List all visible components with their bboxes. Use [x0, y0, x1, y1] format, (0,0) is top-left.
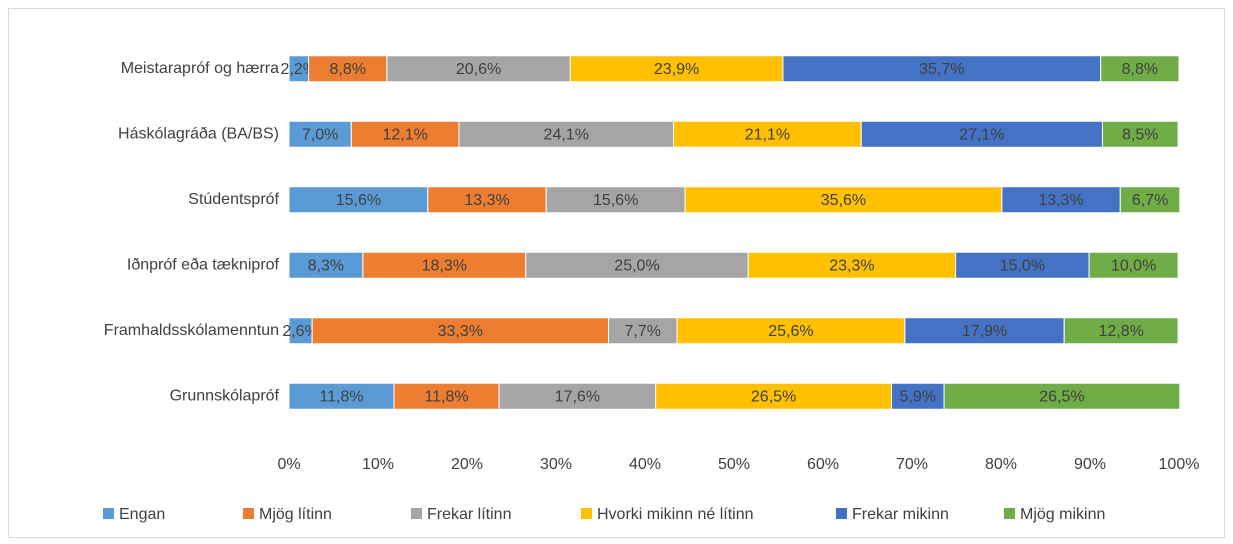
y-tick-label: Iðnpróf eða tækniprof — [127, 256, 280, 273]
data-label: 27,1% — [959, 126, 1004, 143]
data-label: 15,6% — [593, 192, 638, 209]
legend-swatch — [581, 508, 592, 519]
bar-segment — [955, 251, 1090, 279]
data-label: 5,9% — [900, 388, 936, 405]
data-label: 20,6% — [456, 61, 501, 78]
bar-segment — [288, 251, 364, 279]
bar-segment — [782, 55, 1102, 83]
bar-segment — [684, 186, 1003, 214]
data-label: 13,3% — [1038, 192, 1083, 209]
legend-swatch — [243, 508, 254, 519]
bar-segment — [311, 317, 610, 345]
bar-segment — [393, 382, 500, 410]
data-label: 26,5% — [751, 388, 796, 405]
legend-label: Engan — [119, 506, 165, 523]
bar-segment — [427, 186, 547, 214]
data-label: 7,0% — [302, 126, 338, 143]
bar-segment — [943, 382, 1181, 410]
bar-segment — [860, 120, 1103, 148]
x-tick-label: 70% — [896, 456, 928, 473]
data-label: 21,1% — [745, 126, 790, 143]
data-label: 8,3% — [308, 257, 344, 274]
y-tick-label: Meistarapróf og hærra — [121, 60, 279, 77]
legend-label: Mjög lítinn — [259, 506, 332, 523]
legend-swatch — [103, 508, 114, 519]
bar-segment — [676, 317, 906, 345]
x-tick-label: 50% — [718, 456, 750, 473]
data-label: 7,7% — [625, 323, 661, 340]
data-label: 11,8% — [424, 388, 468, 405]
data-label: 2,2% — [281, 61, 317, 78]
data-label: 26,5% — [1039, 388, 1084, 405]
x-tick-label: 0% — [277, 456, 300, 473]
legend-label: Hvorki mikinn né lítinn — [597, 506, 754, 523]
data-label: 17,9% — [962, 323, 1007, 340]
bar-segment — [386, 55, 571, 83]
legend-label: Frekar lítinn — [427, 506, 511, 523]
data-label: 8,8% — [330, 61, 366, 78]
data-label: 2,6% — [282, 323, 318, 340]
legend-swatch — [836, 508, 847, 519]
y-tick-label: Framhaldsskólamenntun — [104, 322, 279, 339]
x-tick-label: 10% — [362, 456, 394, 473]
bar-segment — [1001, 186, 1121, 214]
bar-segment — [1088, 251, 1179, 279]
data-label: 15,6% — [336, 192, 381, 209]
bar-segment — [362, 251, 527, 279]
x-tick-label: 90% — [1074, 456, 1106, 473]
data-label: 17,6% — [555, 388, 600, 405]
data-label: 35,6% — [821, 192, 866, 209]
legend-swatch — [1004, 508, 1015, 519]
y-tick-label: Stúdentspróf — [188, 191, 279, 208]
data-label: 23,9% — [654, 61, 699, 78]
data-label: 18,3% — [422, 257, 467, 274]
bar-segment — [655, 382, 893, 410]
bar-segment — [458, 120, 674, 148]
data-label: 8,5% — [1122, 126, 1158, 143]
y-tick-label: Grunnskólapróf — [170, 387, 280, 404]
data-label: 10,0% — [1111, 257, 1156, 274]
data-label: 25,6% — [768, 323, 813, 340]
bar-segment — [288, 120, 352, 148]
data-label: 33,3% — [438, 323, 483, 340]
bar-segment — [569, 55, 784, 83]
x-tick-label: 100% — [1159, 456, 1200, 473]
y-tick-label: Háskólagráða (BA/BS) — [118, 125, 279, 142]
data-label: 35,7% — [919, 61, 964, 78]
data-label: 12,1% — [382, 126, 427, 143]
data-label: 13,3% — [464, 192, 509, 209]
bar-segment — [1063, 317, 1179, 345]
data-label: 8,8% — [1122, 61, 1158, 78]
bar-segment — [747, 251, 957, 279]
data-label: 12,8% — [1098, 323, 1143, 340]
x-tick-label: 80% — [985, 456, 1017, 473]
legend-label: Frekar mikinn — [852, 506, 949, 523]
data-label: 15,0% — [1000, 257, 1045, 274]
data-label: 25,0% — [614, 257, 659, 274]
data-label: 24,1% — [544, 126, 589, 143]
data-label: 11,8% — [319, 388, 363, 405]
bar-segment — [1100, 55, 1180, 83]
x-tick-label: 30% — [540, 456, 572, 473]
bar-segment — [608, 317, 678, 345]
bar-segment — [672, 120, 862, 148]
bar-segment — [891, 382, 945, 410]
data-label: 6,7% — [1132, 192, 1168, 209]
legend-label: Mjög mikinn — [1020, 506, 1105, 523]
data-label: 23,3% — [829, 257, 874, 274]
x-tick-label: 60% — [807, 456, 839, 473]
bar-segment — [350, 120, 460, 148]
bar-segment — [1101, 120, 1179, 148]
bar-segment — [904, 317, 1065, 345]
bar-segment — [1119, 186, 1181, 214]
x-tick-label: 20% — [451, 456, 483, 473]
x-tick-label: 40% — [629, 456, 661, 473]
legend-swatch — [411, 508, 422, 519]
